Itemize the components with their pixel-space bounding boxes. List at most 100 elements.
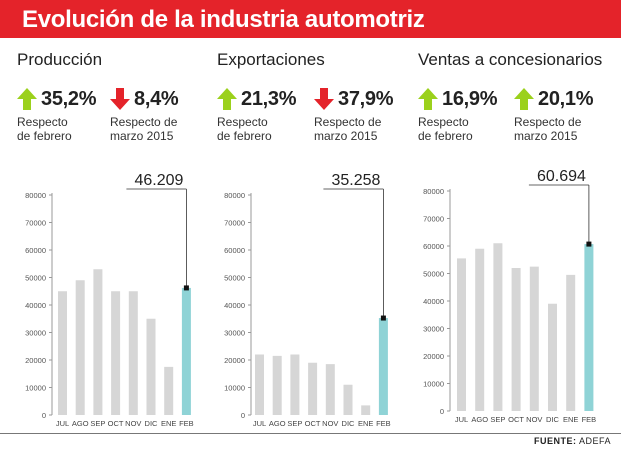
x-tick-label: FEB [582, 415, 597, 424]
stat-description: Respecto de marzo 2015 [514, 115, 582, 143]
section-title-produccion: Producción [17, 50, 103, 69]
callout-value: 60.694 [537, 168, 586, 185]
y-tick-label: 60000 [25, 246, 46, 255]
stat-description: Respecto de febrero [418, 115, 473, 143]
bar-ene [566, 274, 576, 411]
x-tick-label: NOV [526, 415, 542, 424]
section-title-ventas: Ventas a concesionarios [418, 50, 603, 69]
bar-jul [255, 354, 264, 415]
footer-divider [0, 433, 621, 434]
y-tick-label: 0 [440, 407, 444, 416]
y-tick-label: 20000 [25, 356, 46, 365]
y-tick-label: 70000 [423, 215, 444, 224]
y-tick-label: 30000 [423, 325, 444, 334]
y-tick-label: 10000 [224, 384, 245, 393]
stat-ventas-marzo: 20,1% Respecto de marzo 2015 [514, 86, 621, 146]
x-tick-label: NOV [125, 419, 141, 428]
arrow-down-icon [314, 88, 334, 110]
arrow-up-icon [17, 88, 37, 110]
y-tick-label: 30000 [224, 329, 245, 338]
bar-oct [111, 291, 121, 415]
y-tick-label: 50000 [423, 270, 444, 279]
arrow-down-icon [110, 88, 130, 110]
y-tick-label: 40000 [423, 297, 444, 306]
y-tick-label: 50000 [25, 274, 46, 283]
x-tick-label: SEP [490, 415, 505, 424]
bar-oct [511, 268, 521, 411]
arrow-up-icon [217, 88, 237, 110]
y-tick-label: 60000 [423, 242, 444, 251]
y-tick-label: 70000 [224, 219, 245, 228]
callout-marker [586, 241, 592, 247]
bar-nov [128, 291, 138, 415]
y-tick-label: 10000 [25, 384, 46, 393]
x-tick-label: DIC [145, 419, 159, 428]
y-tick-label: 0 [42, 411, 46, 420]
x-tick-label: JUL [56, 419, 69, 428]
stat-value: 21,3% [241, 88, 297, 110]
bar-ago [75, 280, 85, 415]
section-title-exportaciones: Exportaciones [217, 50, 325, 69]
stat-exportaciones-marzo: 37,9% Respecto de marzo 2015 [314, 86, 424, 146]
stat-value: 35,2% [41, 88, 97, 110]
bar-jul [58, 291, 67, 415]
x-tick-label: ENE [563, 415, 578, 424]
header-banner: Evolución de la industria automotriz [0, 0, 621, 38]
stat-description: Respecto de marzo 2015 [314, 115, 382, 143]
x-tick-label: JUL [455, 415, 468, 424]
y-tick-label: 80000 [25, 191, 46, 200]
x-tick-label: AGO [72, 419, 89, 428]
y-tick-label: 10000 [423, 380, 444, 389]
x-tick-label: AGO [471, 415, 488, 424]
x-tick-label: FEB [179, 419, 194, 428]
x-tick-label: AGO [269, 419, 286, 428]
stat-description: Respecto de febrero [17, 115, 72, 143]
stat-description: Respecto de febrero [217, 115, 272, 143]
x-tick-label: ENE [161, 419, 176, 428]
bar-sep [290, 354, 300, 415]
source-note: FUENTE: ADEFA [533, 436, 611, 446]
stat-value: 16,9% [442, 88, 498, 110]
x-tick-label: OCT [108, 419, 124, 428]
arrow-up-icon [514, 88, 534, 110]
x-tick-label: OCT [305, 419, 321, 428]
y-tick-label: 60000 [224, 246, 245, 255]
bar-ago [272, 355, 282, 415]
x-tick-label: OCT [508, 415, 524, 424]
bar-nov [529, 266, 539, 411]
callout-value: 35.258 [331, 172, 380, 189]
callout-value: 46.209 [134, 172, 183, 189]
chart-exportaciones: 0 10000 20000 30000 40000 50000 60000 70000 8000… [224, 172, 391, 428]
stat-value: 20,1% [538, 88, 594, 110]
x-tick-label: ENE [358, 419, 373, 428]
bar-feb [378, 318, 388, 415]
x-tick-label: NOV [322, 419, 338, 428]
bar-nov [325, 364, 335, 415]
y-tick-label: 30000 [25, 329, 46, 338]
y-tick-label: 40000 [25, 301, 46, 310]
bar-sep [493, 243, 503, 411]
bar-feb [181, 287, 191, 415]
stat-exportaciones-febrero: 21,3% Respecto de febrero [217, 86, 327, 146]
y-tick-label: 70000 [25, 219, 46, 228]
bar-ene [361, 405, 371, 415]
bar-ago [475, 248, 485, 411]
y-tick-label: 80000 [224, 191, 245, 200]
arrow-up-icon [418, 88, 438, 110]
page-title: Evolución de la industria automotriz [22, 6, 425, 33]
x-tick-label: DIC [342, 419, 356, 428]
chart-ventas: 0 10000 20000 30000 40000 50000 60000 70000 8000… [423, 168, 597, 424]
y-tick-label: 0 [241, 411, 245, 420]
x-tick-label: DIC [546, 415, 560, 424]
y-tick-label: 40000 [224, 301, 245, 310]
stat-value: 37,9% [338, 88, 394, 110]
bar-oct [308, 362, 318, 415]
x-tick-label: JUL [253, 419, 266, 428]
stat-description: Respecto de marzo 2015 [110, 115, 178, 143]
bar-jul [457, 258, 466, 411]
stat-produccion-marzo: 8,4% Respecto de marzo 2015 [110, 86, 220, 146]
chart-produccion: 0 10000 20000 30000 40000 50000 60000 70000 8000… [25, 172, 194, 428]
stat-produccion-febrero: 35,2% Respecto de febrero [17, 86, 127, 146]
stat-ventas-febrero: 16,9% Respecto de febrero [418, 86, 528, 146]
stat-value: 8,4% [134, 88, 179, 110]
